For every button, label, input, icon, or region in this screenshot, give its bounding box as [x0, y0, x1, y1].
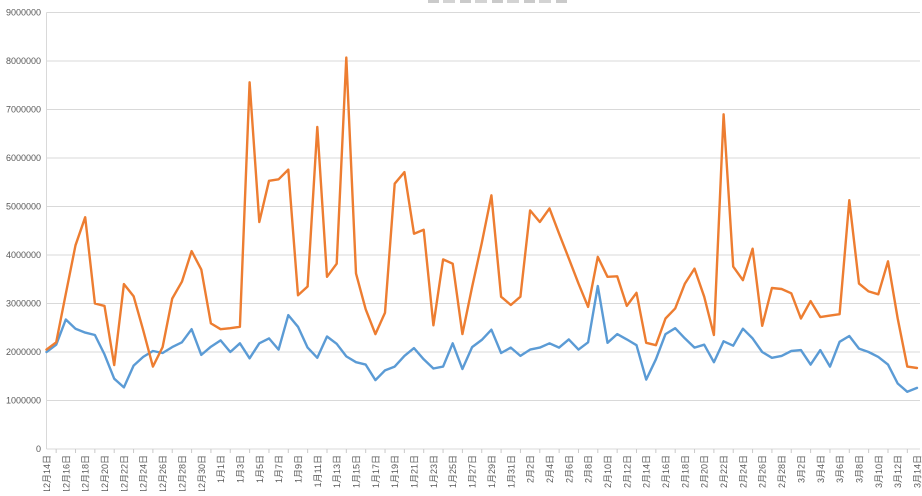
x-axis-tick-label: 12月30日 — [197, 455, 207, 491]
x-axis-tick-label: 2月18日 — [680, 455, 690, 488]
x-axis-tick-label: 2月4日 — [545, 455, 555, 483]
x-axis-tick-label: 2月8日 — [584, 455, 594, 483]
x-axis-tick-label: 3月10日 — [874, 455, 884, 488]
y-axis-tick-label: 5000000 — [6, 202, 41, 212]
y-axis-tick-label: 9000000 — [6, 8, 41, 18]
x-axis-tick-label: 1月17日 — [371, 455, 381, 488]
x-axis-tick-label: 2月20日 — [700, 455, 710, 488]
x-axis-tick-label: 1月3日 — [235, 455, 245, 483]
x-axis-tick-label: 12月16日 — [61, 455, 71, 491]
x-axis-tick-label: 2月28日 — [777, 455, 787, 488]
series-line-blue — [47, 286, 918, 392]
x-axis-tick-label: 2月26日 — [758, 455, 768, 488]
x-axis-tick-label: 12月28日 — [177, 455, 187, 491]
x-axis-tick-label: 12月18日 — [81, 455, 91, 491]
x-axis-tick-label: 2月14日 — [642, 455, 652, 488]
x-axis-tick-label: 2月16日 — [661, 455, 671, 488]
y-axis-tick-label: 2000000 — [6, 347, 41, 357]
x-axis-tick-label: 2月24日 — [738, 455, 748, 488]
x-axis-tick-label: 2月2日 — [526, 455, 536, 483]
y-axis-tick-label: 4000000 — [6, 250, 41, 260]
x-axis-tick-label: 1月25日 — [448, 455, 458, 488]
x-axis-tick-label: 1月15日 — [352, 455, 362, 488]
y-axis-tick-label: 6000000 — [6, 153, 41, 163]
y-axis-tick-label: 3000000 — [6, 299, 41, 309]
x-axis-tick-label: 3月14日 — [913, 455, 922, 488]
x-axis-tick-label: 1月19日 — [390, 455, 400, 488]
x-axis-tick-label: 1月1日 — [216, 455, 226, 483]
x-axis-tick-label: 12月24日 — [139, 455, 149, 491]
x-axis-tick-label: 1月21日 — [410, 455, 420, 488]
x-axis-tick-label: 1月5日 — [255, 455, 265, 483]
x-axis-tick-label: 2月6日 — [564, 455, 574, 483]
x-axis-tick-label: 12月22日 — [119, 455, 129, 491]
series-line-orange — [47, 58, 918, 368]
x-axis-tick-label: 12月20日 — [100, 455, 110, 491]
x-axis-tick-label: 3月4日 — [816, 455, 826, 483]
x-axis-tick-label: 12月14日 — [42, 455, 52, 491]
x-axis-tick-label: 3月2日 — [796, 455, 806, 483]
x-axis-tick-label: 3月8日 — [854, 455, 864, 483]
x-axis-tick-label: 1月23日 — [429, 455, 439, 488]
x-axis-tick-label: 1月9日 — [293, 455, 303, 483]
x-axis-tick-label: 1月29日 — [487, 455, 497, 488]
y-axis-tick-label: 8000000 — [6, 56, 41, 66]
x-axis-tick-label: 1月31日 — [506, 455, 516, 488]
x-axis-tick-label: 12月26日 — [158, 455, 168, 491]
x-axis-tick-label: 2月12日 — [622, 455, 632, 488]
y-axis-tick-label: 7000000 — [6, 105, 41, 115]
y-axis-tick-label: 1000000 — [6, 396, 41, 406]
x-axis-tick-label: 2月10日 — [603, 455, 613, 488]
y-axis-tick-label: 0 — [36, 444, 41, 454]
x-axis-tick-label: 1月11日 — [313, 455, 323, 487]
x-axis-tick-label: 1月13日 — [332, 455, 342, 488]
x-axis-tick-label: 3月12日 — [893, 455, 903, 488]
x-axis-tick-label: 3月6日 — [835, 455, 845, 483]
x-axis-tick-label: 2月22日 — [719, 455, 729, 488]
clipped-chart-title — [428, 0, 568, 3]
x-axis-tick-label: 1月7日 — [274, 455, 284, 483]
x-axis-tick-label: 1月27日 — [468, 455, 478, 488]
